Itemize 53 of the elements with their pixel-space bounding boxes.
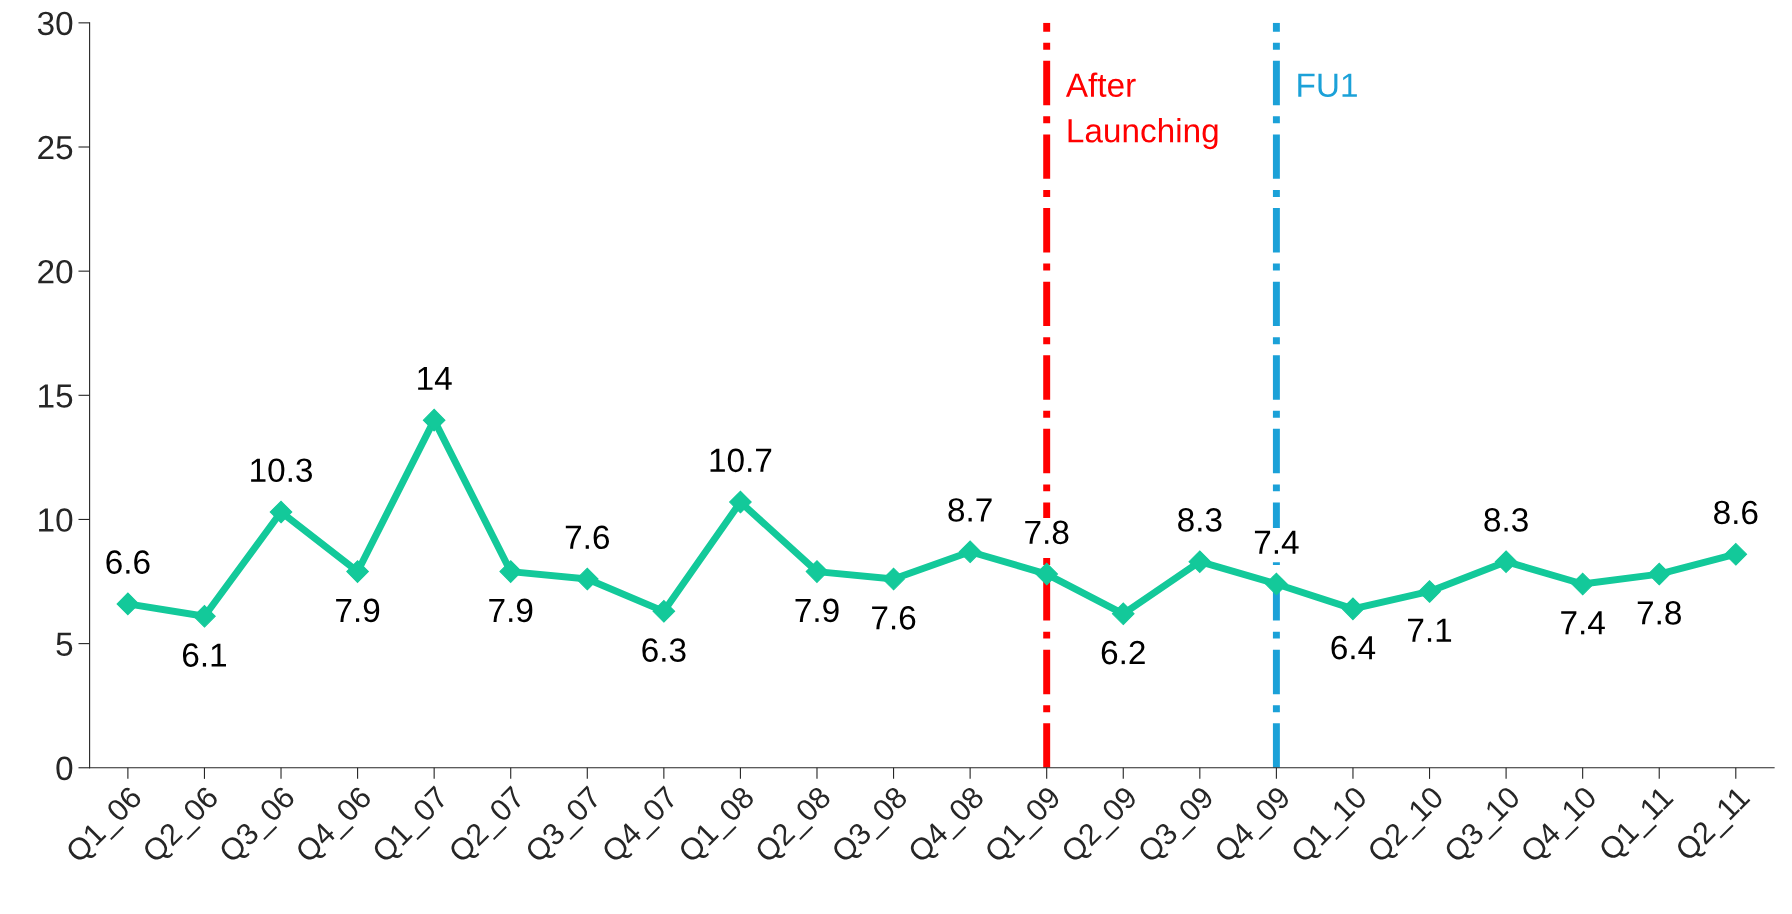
point xyxy=(346,560,369,583)
data-label: 7.9 xyxy=(336,598,380,623)
point xyxy=(958,540,982,564)
ref-line-label: FU1 xyxy=(1298,73,1357,97)
data-label: 6.2 xyxy=(1101,640,1145,665)
data-label: 10.7 xyxy=(710,448,772,473)
data-label: 7.1 xyxy=(1408,618,1452,642)
point xyxy=(1111,602,1135,626)
point xyxy=(1494,550,1518,573)
point xyxy=(1035,562,1059,586)
y-tick-label: 30 xyxy=(37,11,73,36)
y-tick-label: 10 xyxy=(39,508,73,532)
data-label: 6.6 xyxy=(106,550,150,574)
y-tick-label: 0 xyxy=(56,756,73,781)
data-label: 7.9 xyxy=(795,598,839,623)
data-label: 7.4 xyxy=(1561,611,1605,635)
y-tick-label: 5 xyxy=(56,632,73,657)
point xyxy=(1265,572,1288,596)
data-label: 6.4 xyxy=(1331,635,1376,660)
point xyxy=(575,567,599,591)
data-label: 7.6 xyxy=(565,525,609,550)
data-label: 6.1 xyxy=(182,643,226,667)
point xyxy=(1341,597,1365,621)
point xyxy=(1418,580,1441,603)
ref-line-label: After Launching xyxy=(1065,72,1218,150)
data-label: 8.3 xyxy=(1484,508,1528,532)
data-label: 14 xyxy=(418,366,452,390)
y-tick-label: 25 xyxy=(38,135,73,160)
data-label: 7.6 xyxy=(872,606,916,630)
point xyxy=(193,604,216,628)
point xyxy=(422,408,446,432)
y-tick-label: 20 xyxy=(38,259,73,284)
data-label: 7.8 xyxy=(1637,601,1681,625)
data-label: 6.3 xyxy=(642,638,686,662)
point xyxy=(269,500,293,524)
point xyxy=(1724,542,1748,566)
point xyxy=(805,560,829,583)
point xyxy=(652,600,676,623)
point xyxy=(729,490,752,514)
data-label: 7.9 xyxy=(489,598,533,623)
data-label: 7.8 xyxy=(1025,520,1069,545)
point xyxy=(1647,562,1671,586)
y-tick-label: 15 xyxy=(39,384,73,408)
data-label: 8.6 xyxy=(1714,500,1758,525)
point xyxy=(1571,572,1594,596)
point xyxy=(499,560,523,583)
data-label: 8.7 xyxy=(948,498,992,522)
data-label: 8.3 xyxy=(1178,508,1222,532)
data-label: 7.4 xyxy=(1254,530,1299,554)
data-label: 10.3 xyxy=(251,458,312,483)
point xyxy=(1188,550,1212,573)
point xyxy=(882,567,905,591)
point xyxy=(116,592,140,616)
